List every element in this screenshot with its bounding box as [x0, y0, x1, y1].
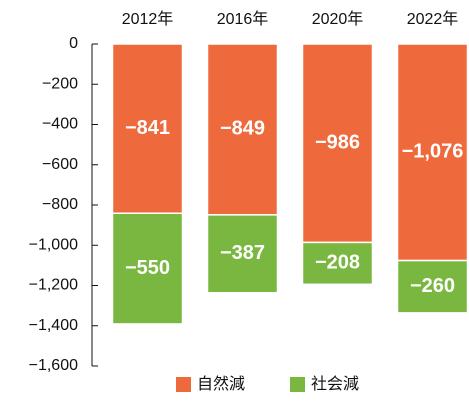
y-tick-label: −1,200 [29, 277, 78, 294]
y-tick-label: −200 [42, 75, 78, 92]
x-tick-label: 2012年 [122, 10, 174, 28]
y-tick-label: −1,600 [29, 357, 78, 374]
data-label: −260 [410, 275, 455, 297]
bar-segment [301, 43, 374, 244]
x-tick-label: 2022年 [407, 10, 459, 28]
data-label: −550 [125, 257, 170, 279]
legend-swatch [176, 377, 191, 392]
data-label: −986 [315, 131, 360, 153]
legend-swatch [290, 377, 305, 392]
y-tick-label: −600 [42, 156, 78, 173]
y-tick-label: −800 [42, 196, 78, 213]
legend-label: 社会減 [311, 375, 359, 393]
y-tick-label: −1,400 [29, 317, 78, 334]
y-tick-label: −1,000 [29, 236, 78, 253]
x-tick-label: 2016年 [217, 10, 269, 28]
data-label: −1,076 [402, 141, 464, 163]
data-label: −841 [125, 117, 170, 139]
y-tick-label: 0 [69, 35, 78, 52]
bar-segment [301, 241, 374, 286]
bar-segment [396, 43, 469, 262]
x-tick-label: 2020年 [312, 10, 364, 28]
legend-label: 自然減 [197, 375, 245, 393]
y-tick-label: −400 [42, 116, 78, 133]
bar-segment [111, 43, 184, 215]
bar-segment [206, 214, 279, 294]
data-label: −208 [315, 252, 360, 274]
bar-segment [111, 212, 184, 325]
bar-segment [396, 259, 469, 314]
data-label: −387 [220, 242, 265, 264]
data-label: −849 [220, 118, 265, 140]
